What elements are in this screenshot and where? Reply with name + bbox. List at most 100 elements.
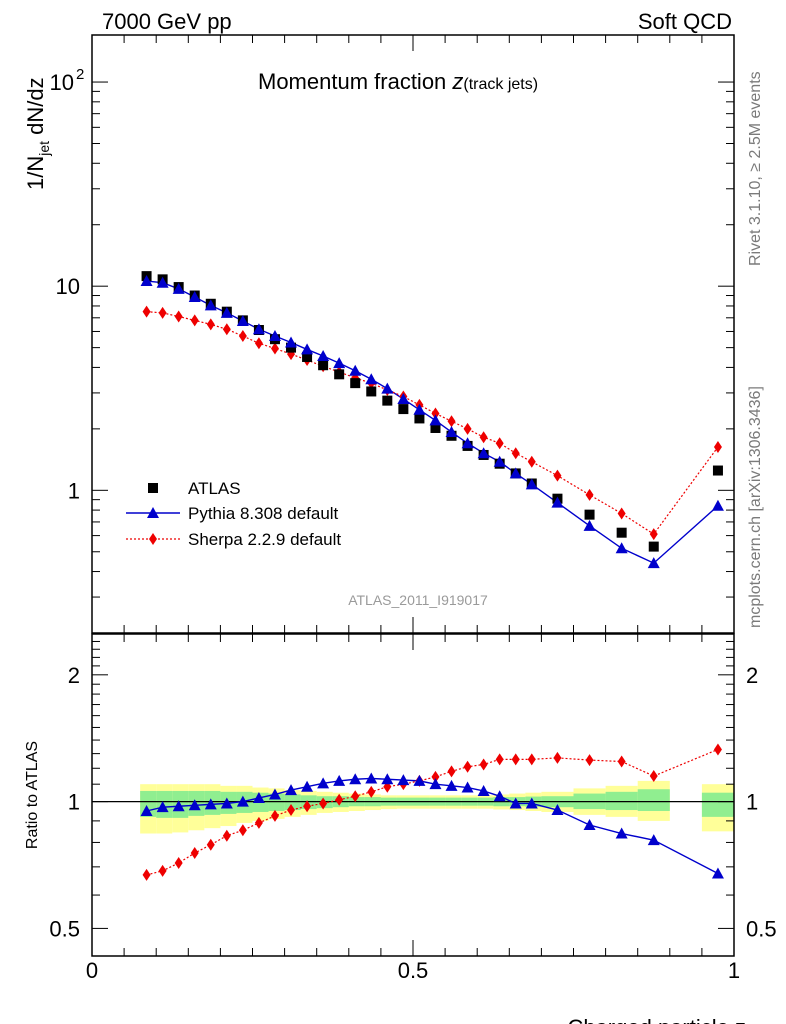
ratio-pythia-point <box>252 791 265 803</box>
sherpa-point <box>190 314 199 327</box>
ratio-y-tick-label-right: 1 <box>746 790 758 815</box>
pythia-point <box>493 455 506 467</box>
ratio-sherpa-point <box>206 838 215 851</box>
pythia-point <box>461 437 474 449</box>
pythia-point <box>220 306 233 318</box>
sherpa-point <box>254 337 263 350</box>
ratio-pythia-point <box>509 797 522 809</box>
pythia-point <box>429 414 442 426</box>
ratio-pythia-point <box>583 818 596 830</box>
ratio-y-tick-label-left: 1 <box>68 790 80 815</box>
atlas-point <box>712 465 723 476</box>
analysis-watermark: ATLAS_2011_I919017 <box>348 592 488 608</box>
atlas-point <box>398 404 409 415</box>
sherpa-point <box>174 310 183 323</box>
pythia-point <box>236 315 249 327</box>
ratio-sherpa-point <box>254 816 263 829</box>
legend-pythia-marker <box>147 507 159 518</box>
main-plot-area <box>140 271 724 569</box>
ratio-pythia-point <box>413 774 426 786</box>
sherpa-point <box>511 447 520 460</box>
mcplots-reference-label: mcplots.cern.ch [arXiv:1306.3436] <box>747 386 764 628</box>
pythia-point <box>551 496 564 508</box>
ratio-sherpa-point <box>222 829 231 842</box>
atlas-point <box>414 413 425 424</box>
ratio-y-tick-label-left: 2 <box>68 663 80 688</box>
ratio-pythia-point <box>445 779 458 791</box>
pythia-point <box>172 282 185 294</box>
ratio-sherpa-point <box>527 753 536 766</box>
pythia-point <box>615 542 628 554</box>
pythia-point <box>381 382 394 394</box>
pythia-point <box>445 426 458 438</box>
ratio-y-tick-label-right: 0.5 <box>746 916 777 941</box>
sherpa-point <box>270 342 279 355</box>
ratio-sherpa-point <box>367 785 376 798</box>
sherpa-point <box>713 440 722 453</box>
atlas-point <box>334 369 345 380</box>
pythia-point <box>156 276 169 288</box>
ratio-pythia-point <box>615 827 628 839</box>
pythia-point <box>365 373 378 385</box>
sherpa-point <box>553 469 562 482</box>
sherpa-point <box>142 305 151 318</box>
sherpa-point <box>479 431 488 444</box>
sherpa-point <box>238 330 247 343</box>
sherpa-point <box>495 437 504 450</box>
atlas-point <box>318 360 329 371</box>
ratio-pythia-point <box>711 867 724 879</box>
ratio-pythia-point <box>236 795 249 807</box>
ratio-sherpa-point <box>142 868 151 881</box>
sherpa-line <box>146 311 719 535</box>
ratio-sherpa-point <box>431 770 440 783</box>
pythia-point <box>525 478 538 490</box>
legend-label: Sherpa 2.2.9 default <box>188 530 341 549</box>
x-tick-label: 1 <box>728 958 740 983</box>
pythia-point <box>477 447 490 459</box>
ratio-pythia-point <box>268 788 281 800</box>
pythia-point <box>252 323 265 335</box>
x-axis-label: Charged particle z <box>567 1015 746 1024</box>
ratio-sherpa-point <box>303 800 312 813</box>
main-y-axis-label: 1/Njet dN/dz <box>23 77 52 190</box>
ratio-sherpa-point <box>585 754 594 767</box>
pythia-point <box>204 299 217 311</box>
legend: ATLAS Pythia 8.308 default Sherpa 2.2.9 de… <box>126 479 341 549</box>
main-y-tick-label: 10 <box>56 274 80 299</box>
inner-uncertainty-band <box>284 794 301 811</box>
atlas-point <box>366 386 377 397</box>
inner-uncertainty-band <box>605 791 638 811</box>
atlas-point <box>616 527 627 538</box>
inner-uncertainty-band <box>701 792 734 817</box>
ratio-sherpa-point <box>238 824 247 837</box>
ratio-pythia-point <box>172 800 185 812</box>
ratio-pythia-point <box>220 797 233 809</box>
sherpa-point <box>527 455 536 468</box>
ratio-sherpa-line <box>146 748 719 876</box>
atlas-point <box>302 351 313 362</box>
ratio-pythia-point <box>429 778 442 790</box>
ratio-pythia-point <box>647 834 660 846</box>
ratio-pythia-point <box>333 774 346 786</box>
ratio-sherpa-point <box>617 755 626 768</box>
ratio-plot-area <box>92 743 734 881</box>
ratio-axes: 0.5 0.51 12 20 0.5 1 <box>49 634 777 983</box>
sherpa-point <box>447 415 456 428</box>
inner-uncertainty-band <box>637 789 670 811</box>
atlas-point <box>350 378 361 389</box>
pythia-point <box>317 349 330 361</box>
header-right-label: Soft QCD <box>638 9 732 34</box>
ratio-sherpa-point <box>190 847 199 860</box>
ratio-sherpa-point <box>553 751 562 764</box>
ratio-pythia-point <box>204 798 217 810</box>
ratio-y-tick-label-left: 0.5 <box>49 916 80 941</box>
main-title: Momentum fraction z(track jets) <box>258 69 538 94</box>
ratio-sherpa-point <box>495 753 504 766</box>
sherpa-point <box>617 507 626 520</box>
pythia-point <box>413 403 426 415</box>
x-tick-label: 0 <box>86 958 98 983</box>
atlas-point <box>430 422 441 433</box>
main-y-tick-label: 2 <box>76 66 84 83</box>
